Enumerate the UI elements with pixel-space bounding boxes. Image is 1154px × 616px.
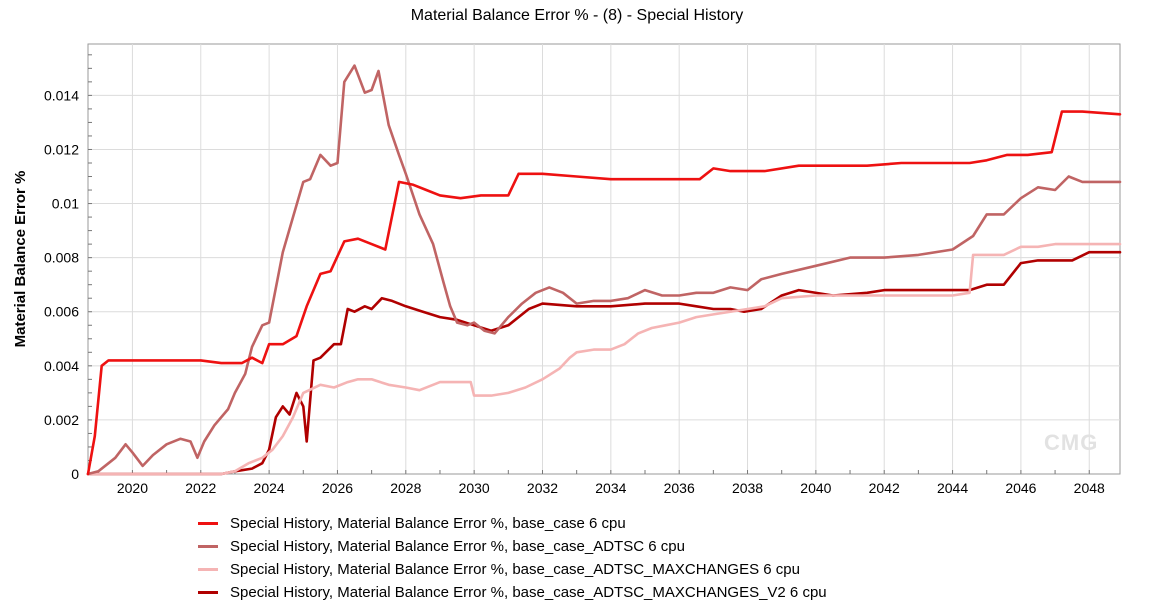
legend-label: Special History, Material Balance Error … bbox=[230, 561, 800, 578]
series-line bbox=[86, 110, 1122, 476]
y-tick-labels: 0 0.002 0.004 0.006 0.008 0.01 0.012 0.014 bbox=[44, 87, 79, 482]
legend-item: Special History, Material Balance Error … bbox=[198, 581, 827, 604]
y-tick-label: 0.004 bbox=[44, 358, 79, 374]
x-tick-label: 2026 bbox=[322, 480, 353, 496]
minor-ticks bbox=[88, 54, 1090, 475]
x-tick-label: 2048 bbox=[1074, 480, 1105, 496]
x-tick-label: 2036 bbox=[664, 480, 695, 496]
x-tick-label: 2028 bbox=[390, 480, 421, 496]
legend-swatch bbox=[198, 568, 218, 571]
grid-lines bbox=[88, 44, 1120, 474]
legend-label: Special History, Material Balance Error … bbox=[230, 584, 827, 601]
legend-item: Special History, Material Balance Error … bbox=[198, 558, 827, 581]
x-tick-label: 2044 bbox=[937, 480, 968, 496]
series-line bbox=[86, 242, 1122, 476]
y-tick-label: 0 bbox=[71, 466, 79, 482]
y-tick-label: 0.002 bbox=[44, 412, 79, 428]
x-tick-label: 2022 bbox=[185, 480, 216, 496]
x-tick-label: 2032 bbox=[527, 480, 558, 496]
legend-label: Special History, Material Balance Error … bbox=[230, 515, 626, 532]
legend-swatch bbox=[198, 522, 218, 525]
x-tick-label: 2030 bbox=[459, 480, 490, 496]
series-line bbox=[86, 64, 1122, 476]
legend: Special History, Material Balance Error … bbox=[198, 512, 827, 604]
x-tick-label: 2024 bbox=[254, 480, 285, 496]
y-tick-label: 0.006 bbox=[44, 304, 79, 320]
chart-title: Material Balance Error % - (8) - Special… bbox=[410, 7, 744, 24]
y-tick-label: 0.01 bbox=[52, 196, 79, 212]
x-tick-label: 2046 bbox=[1005, 480, 1036, 496]
legend-item: Special History, Material Balance Error … bbox=[198, 535, 827, 558]
y-tick-label: 0.012 bbox=[44, 141, 79, 157]
legend-swatch bbox=[198, 545, 218, 548]
series-lines bbox=[86, 64, 1122, 476]
legend-swatch bbox=[198, 591, 218, 594]
legend-label: Special History, Material Balance Error … bbox=[230, 538, 685, 555]
x-tick-label: 2038 bbox=[732, 480, 763, 496]
x-tick-labels: 2020 2022 2024 2026 2028 2030 2032 2034 2036 2038… bbox=[117, 480, 1105, 496]
x-tick-label: 2020 bbox=[117, 480, 148, 496]
legend-item: Special History, Material Balance Error … bbox=[198, 512, 827, 535]
series-line bbox=[86, 250, 1122, 476]
cmg-logo-watermark: CMG bbox=[1044, 430, 1099, 455]
y-axis-label: Material Balance Error % bbox=[12, 171, 29, 348]
x-tick-label: 2040 bbox=[800, 480, 831, 496]
y-tick-label: 0.014 bbox=[44, 87, 79, 103]
x-tick-label: 2034 bbox=[595, 480, 626, 496]
plot-area bbox=[87, 43, 1121, 475]
x-tick-label: 2042 bbox=[869, 480, 900, 496]
y-tick-label: 0.008 bbox=[44, 250, 79, 266]
